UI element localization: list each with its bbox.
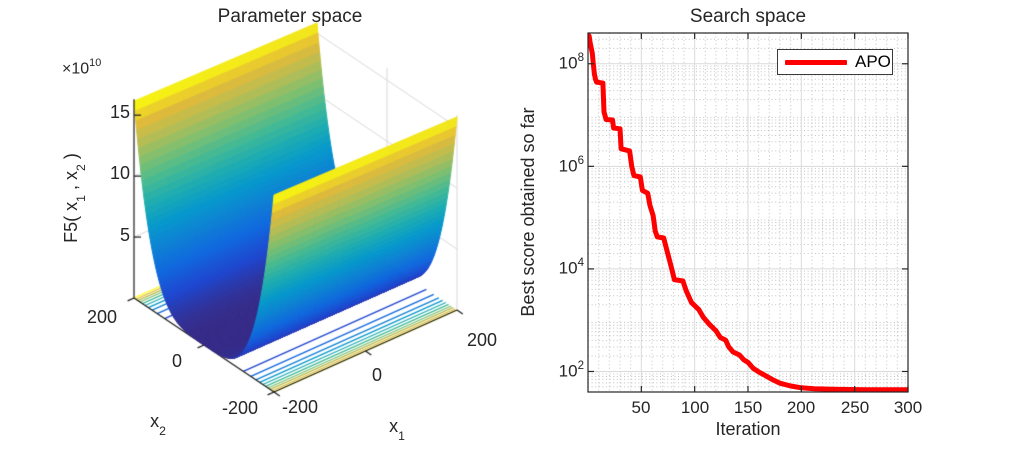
x1-tick-200: 200	[466, 330, 498, 350]
x2-axis-label: x2	[150, 411, 166, 438]
y-tick-1e8: 108	[558, 52, 584, 73]
y-tick-1e6: 106	[558, 155, 584, 176]
legend-box: APO	[777, 49, 893, 75]
x1-axis-label: x1	[389, 416, 405, 443]
right-plot-title: Search space	[689, 6, 807, 27]
x-tick-150: 150	[733, 398, 763, 417]
z-tick-15: 15	[109, 102, 130, 122]
x-tick-100: 100	[680, 398, 710, 417]
legend-line-sample	[785, 59, 847, 65]
x2-tick-neg200: -200	[221, 398, 259, 418]
x2-tick-0: 0	[171, 351, 182, 371]
search-space-plot-area	[587, 32, 909, 393]
parameter-space-3d-surface	[0, 0, 516, 453]
z-axis-exponent-label: ×1010	[62, 57, 102, 78]
left-plot-title: Parameter space	[217, 6, 363, 27]
x-tick-200: 200	[786, 398, 816, 417]
x-tick-300: 300	[893, 398, 923, 417]
x-axis-label: Iteration	[715, 419, 781, 439]
x-tick-250: 250	[840, 398, 870, 417]
z-tick-5: 5	[119, 225, 130, 245]
z-tick-10: 10	[109, 163, 130, 183]
y-tick-1e2: 102	[558, 360, 584, 381]
x1-tick-0: 0	[371, 365, 382, 385]
z-axis-label: F5( x1 , x2 )	[61, 153, 88, 243]
x1-tick-neg200: -200	[281, 397, 319, 417]
y-tick-1e4: 104	[558, 257, 584, 278]
x-tick-50: 50	[631, 398, 651, 417]
y-axis-label: Best score obtained so far	[518, 107, 538, 317]
x2-tick-200: 200	[86, 307, 118, 327]
legend-label: APO	[855, 52, 891, 71]
